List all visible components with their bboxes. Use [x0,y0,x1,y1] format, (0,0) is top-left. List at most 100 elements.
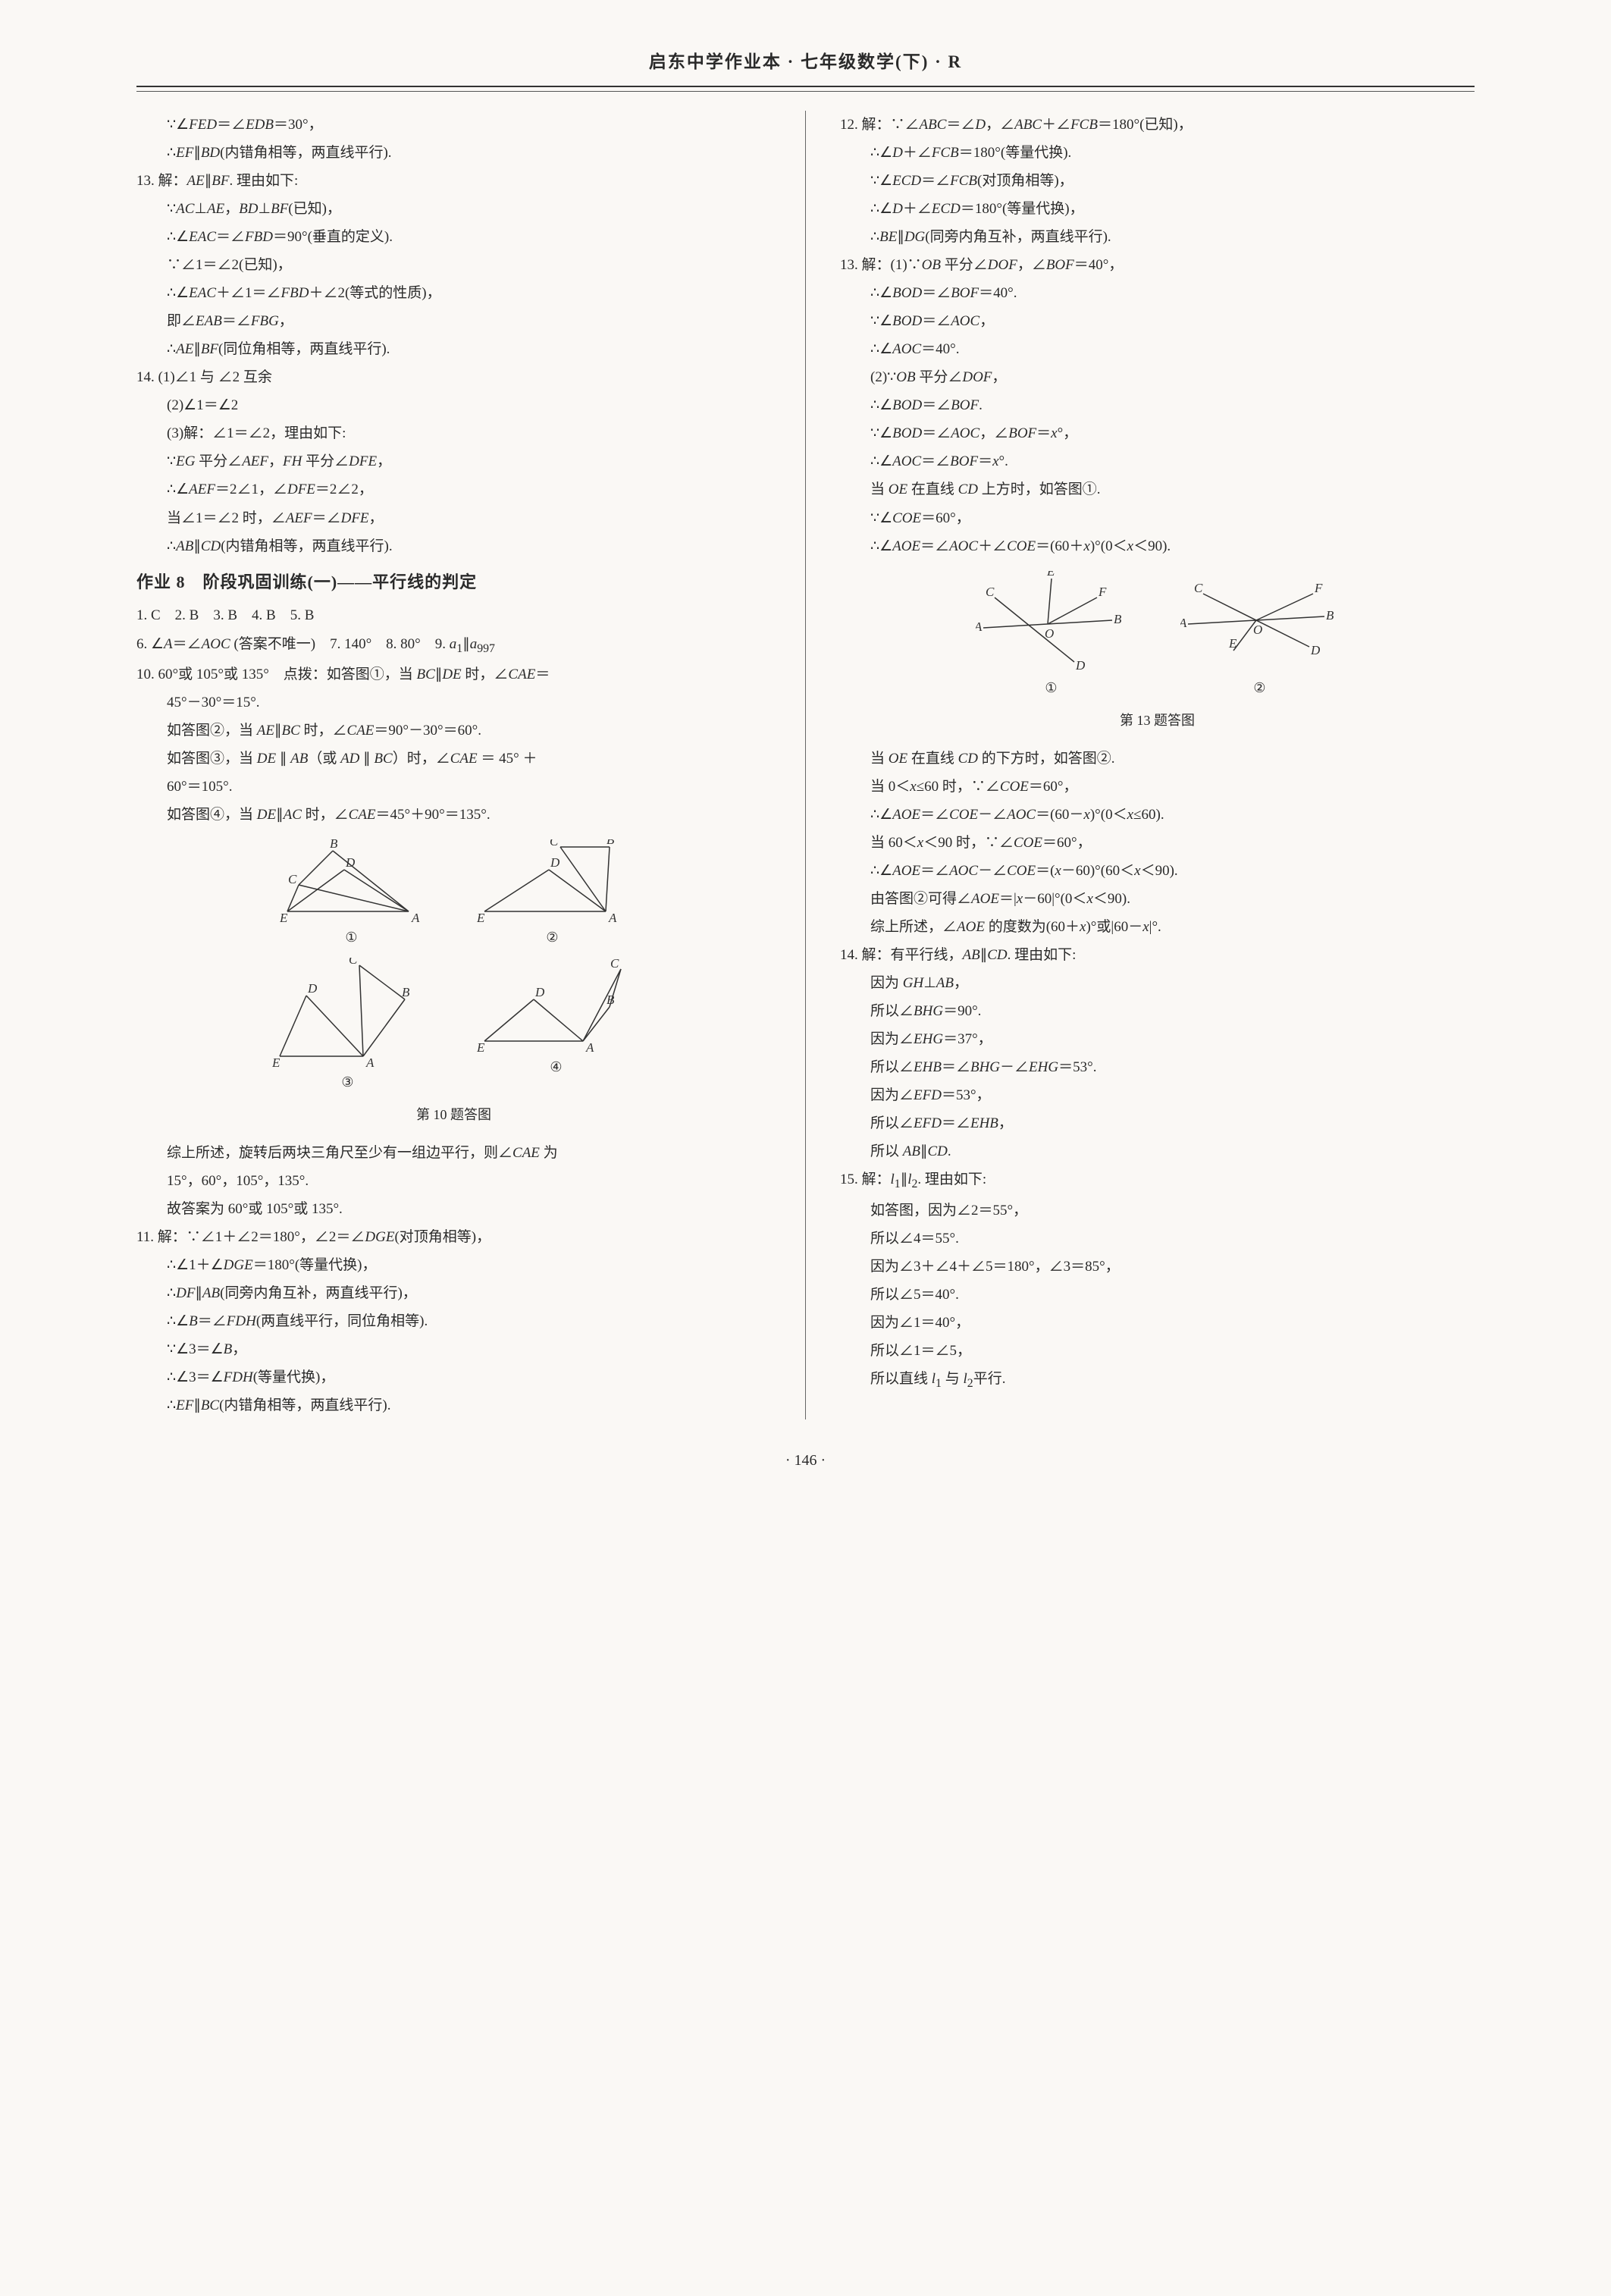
svg-text:D: D [307,981,318,996]
left-line-13: ∴∠AEF＝2∠1，∠DFE＝2∠2， [167,475,771,503]
q11-line-6: ∴EF∥BC(内错角相等，两直线平行). [167,1391,771,1419]
left-line-12: ∵EG 平分∠AEF，FH 平分∠DFE， [167,447,771,475]
q14-line-6: 所以∠EFD＝∠EHB， [870,1109,1475,1137]
svg-text:C: C [1194,581,1203,595]
q13after-line-0: 当 OE 在直线 CD 的下方时，如答图②. [870,745,1475,773]
left-line-11: (3)解：∠1＝∠2，理由如下: [167,419,771,447]
left-line-7: 即∠EAB＝∠FBG， [167,307,771,335]
q15-line-0: 15. 解：l1∥l2. 理由如下: [840,1165,1475,1197]
svg-text:D: D [345,855,356,870]
q10-line-2: 如答图②，当 AE∥BC 时，∠CAE＝90°－30°＝60°. [167,717,771,745]
q13-line-7: ∴∠AOC＝∠BOF＝x°. [870,447,1475,475]
q13-line-1: ∴∠BOD＝∠BOF＝40°. [870,279,1475,307]
q15-line-7: 所以直线 l1 与 l2平行. [870,1365,1475,1396]
q13after-line-6: 综上所述，∠AOE 的度数为(60＋x)°或|60－x|°. [870,913,1475,941]
q13-line-0: 13. 解：(1)∵OB 平分∠DOF，∠BOF＝40°， [840,251,1475,279]
svg-text:A: A [608,911,617,923]
svg-text:F: F [1314,581,1323,595]
q13-fig2-svg: O A B C D E F [1180,571,1340,673]
svg-text:E: E [272,1055,281,1068]
svg-text:C: C [349,958,358,967]
q12-line-4: ∴BE∥DG(同旁内角互补，两直线平行). [870,223,1475,251]
q13-line-10: ∴∠AOE＝∠AOC＋∠COE＝(60＋x)°(0＜x＜90). [870,532,1475,560]
svg-text:C: C [550,839,559,848]
q10-line-0: 10. 60°或 105°或 135° 点拨：如答图①，当 BC∥DE 时，∠C… [136,660,771,688]
q14-line-3: 因为∠EHG＝37°， [870,1025,1475,1053]
q11-line-5: ∴∠3＝∠FDH(等量代换)， [167,1363,771,1391]
q15-line-6: 所以∠1＝∠5， [870,1337,1475,1365]
svg-text:F: F [1098,585,1107,599]
q12-line-1: ∴∠D＋∠FCB＝180°(等量代换). [870,139,1475,167]
svg-text:B: B [606,839,615,847]
svg-text:E: E [477,911,485,923]
left-line-14: 当∠1＝∠2 时，∠AEF＝∠DFE， [167,504,771,532]
header-title: 启东中学作业本 · 七年级数学(下) · R [649,52,962,71]
left-line-8: ∴AE∥BF(同位角相等，两直线平行). [167,335,771,363]
svg-text:D: D [550,855,560,870]
svg-text:E: E [1046,571,1055,579]
left-line-0: ∵∠FED＝∠EDB＝30°， [167,111,771,139]
left-line-4: ∴∠EAC＝∠FBD＝90°(垂直的定义). [167,223,771,251]
q10-fig2-label: ② [477,924,628,951]
svg-text:C: C [288,872,297,886]
q10-line-3: 如答图③，当 DE ∥ AB（或 AD ∥ BC）时，∠CAE ＝ 45° ＋ [167,745,771,773]
left-line-2: 13. 解：AE∥BF. 理由如下: [136,167,771,195]
q13-line-9: ∵∠COE＝60°， [870,504,1475,532]
q13-line-8: 当 OE 在直线 CD 上方时，如答图①. [870,475,1475,503]
q12-line-2: ∵∠ECD＝∠FCB(对顶角相等)， [870,167,1475,195]
q10-line-1: 45°－30°＝15°. [167,688,771,717]
q12-line-0: 12. 解：∵∠ABC＝∠D，∠ABC＋∠FCB＝180°(已知)， [840,111,1475,139]
q13after-line-3: 当 60＜x＜90 时，∵∠COE＝60°， [870,829,1475,857]
q13after-line-4: ∴∠AOE＝∠AOC－∠COE＝(x－60)°(60＜x＜90). [870,857,1475,885]
svg-text:A: A [411,911,420,923]
section8-title: 作业 8 阶段巩固训练(一)——平行线的判定 [136,566,771,599]
page-number: · 146 · [136,1446,1475,1476]
q10-fig3: EABCD ③ [272,958,424,1096]
q10-fig1-svg: EABCD [280,839,424,923]
q13after-line-2: ∴∠AOE＝∠COE－∠AOC＝(60－x)°(0＜x≤60). [870,801,1475,829]
q13after-line-1: 当 0＜x≤60 时，∵∠COE＝60°， [870,773,1475,801]
q10-fig4-label: ④ [477,1054,636,1081]
q11-line-3: ∴∠B＝∠FDH(两直线平行，同位角相等). [167,1307,771,1335]
q13-line-3: ∴∠AOC＝40°. [870,335,1475,363]
q10-fig2-svg: E A B CD [477,839,628,923]
svg-text:E: E [1228,636,1237,651]
q13-fig1-svg: OABCDEF [976,571,1127,673]
q14-line-0: 14. 解：有平行线，AB∥CD. 理由如下: [840,941,1475,969]
svg-text:O: O [1253,623,1262,637]
two-columns: ∵∠FED＝∠EDB＝30°，∴EF∥BD(内错角相等，两直线平行).13. 解… [136,111,1475,1419]
q10-line-5: 如答图④，当 DE∥AC 时，∠CAE＝45°＋90°＝135°. [167,801,771,829]
page-header: 启东中学作业本 · 七年级数学(下) · R [136,45,1475,87]
svg-text:D: D [1075,658,1086,673]
q10after-line-2: 故答案为 60°或 105°或 135°. [167,1195,771,1223]
svg-text:B: B [1326,608,1334,623]
q10after-line-1: 15°，60°，105°，135°. [167,1167,771,1195]
q10-line-4: 60°＝105°. [167,773,771,801]
svg-text:D: D [1310,643,1321,657]
svg-text:C: C [610,958,619,971]
q15-line-2: 所以∠4＝55°. [870,1225,1475,1253]
left-line-10: (2)∠1＝∠2 [167,391,771,419]
q14-line-1: 因为 GH⊥AB， [870,969,1475,997]
section8-answers: 1. C 2. B 3. B 4. B 5. B [136,601,771,629]
section8-line6: 6. ∠A＝∠AOC (答案不唯一) 7. 140° 8. 80° 9. a1∥… [136,630,771,661]
q15-line-5: 因为∠1＝40°， [870,1309,1475,1337]
q13-fig2-label: ② [1180,675,1340,701]
svg-text:A: A [976,619,983,634]
q13-fig1-label: ① [976,675,1127,701]
left-line-5: ∵∠1＝∠2(已知)， [167,251,771,279]
q13-line-2: ∵∠BOD＝∠AOC， [870,307,1475,335]
q13-fig-caption: 第 13 题答图 [840,707,1475,734]
svg-text:A: A [1180,616,1187,630]
q15-line-3: 因为∠3＋∠4＋∠5＝180°，∠3＝85°， [870,1253,1475,1281]
q11-line-1: ∴∠1＋∠DGE＝180°(等量代换)， [167,1251,771,1279]
q13-line-6: ∵∠BOD＝∠AOC，∠BOF＝x°， [870,419,1475,447]
q14-line-2: 所以∠BHG＝90°. [870,997,1475,1025]
q14-line-4: 所以∠EHB＝∠BHG－∠EHG＝53°. [870,1053,1475,1081]
svg-text:B: B [1114,612,1122,626]
q10-fig1-label: ① [280,924,424,951]
q15-line-4: 所以∠5＝40°. [870,1281,1475,1309]
q11-line-0: 11. 解：∵∠1＋∠2＝180°，∠2＝∠DGE(对顶角相等)， [136,1223,771,1251]
q10-fig-caption: 第 10 题答图 [136,1102,771,1128]
svg-text:B: B [606,993,615,1007]
